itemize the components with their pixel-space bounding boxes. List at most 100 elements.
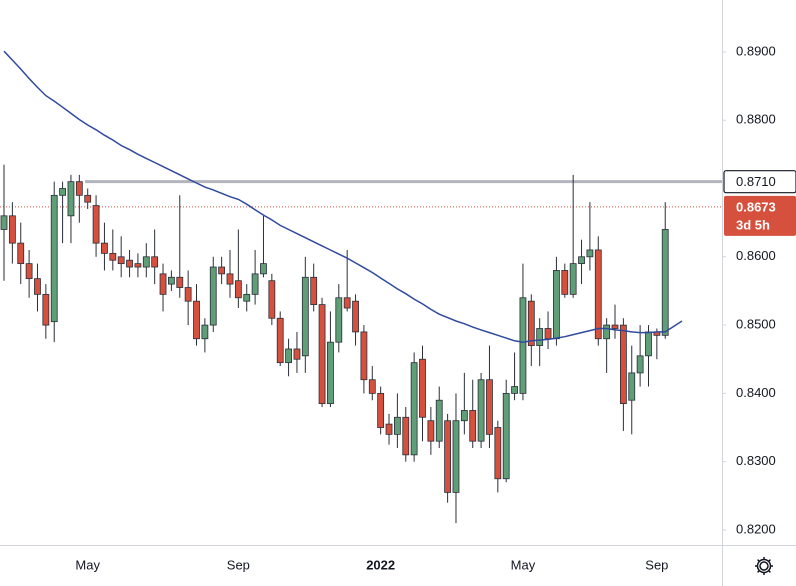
candle-body	[603, 324, 611, 340]
candle-body	[167, 276, 175, 285]
candle-body	[360, 331, 368, 381]
candle-body	[276, 317, 284, 364]
candle-body	[218, 266, 226, 275]
candle-body	[301, 276, 309, 357]
y-tick-label: 0.8600	[736, 248, 776, 263]
countdown-label: 3d 5h	[736, 217, 770, 232]
candle-body	[42, 293, 50, 326]
x-tick-label: Sep	[227, 557, 250, 572]
last-price-label: 0.8673	[736, 199, 776, 214]
candle-body	[628, 372, 636, 401]
candle-body	[619, 324, 627, 405]
candle-body	[435, 399, 443, 442]
candle-body	[50, 194, 58, 323]
candle-body	[460, 410, 468, 422]
candle-body	[84, 194, 92, 203]
candle-body	[34, 278, 41, 295]
x-tick-label: 2022	[366, 557, 395, 572]
candle-body	[402, 416, 410, 456]
candle-body	[101, 242, 108, 254]
candle-body	[184, 287, 192, 302]
settings-icon-ring	[756, 558, 772, 574]
candle-body	[343, 297, 351, 309]
candle-body	[285, 348, 292, 364]
y-tick-label: 0.8500	[736, 317, 776, 332]
candle-body	[25, 263, 33, 280]
level-label-box	[723, 170, 796, 194]
y-tick-label: 0.8300	[736, 453, 776, 468]
candle-body	[393, 416, 401, 435]
candle-body	[201, 324, 209, 340]
y-tick-label: 0.8800	[736, 112, 776, 127]
candle-body	[268, 280, 276, 319]
candle-body	[75, 181, 83, 196]
x-tick-label: May	[75, 557, 100, 572]
candle-body	[553, 270, 560, 340]
candle-body	[594, 249, 602, 340]
candle-body	[251, 273, 259, 295]
candle-body	[17, 242, 25, 265]
candle-body	[126, 259, 133, 268]
candle-body	[368, 379, 376, 394]
candle-body	[243, 293, 251, 302]
candle-body	[142, 256, 150, 268]
candle-body	[569, 263, 577, 295]
candle-body	[645, 331, 652, 357]
x-tick-label: Sep	[645, 557, 668, 572]
candle-body	[636, 355, 644, 374]
candle-body	[377, 392, 385, 428]
candle-body	[117, 256, 125, 265]
level-label: 0.8710	[736, 174, 776, 189]
y-tick-label: 0.8900	[736, 43, 776, 58]
candle-body	[260, 263, 267, 275]
candle-body	[159, 273, 167, 295]
candle-body	[536, 328, 544, 346]
candle-body	[661, 229, 669, 336]
candle-body	[293, 348, 301, 360]
candle-body	[578, 256, 585, 265]
candle-body	[486, 379, 493, 435]
candle-body	[352, 300, 359, 333]
y-tick-label: 0.8400	[736, 385, 776, 400]
candle-body	[494, 427, 502, 480]
candle-body	[477, 379, 485, 442]
candle-body	[519, 297, 527, 394]
x-tick-label: May	[511, 557, 536, 572]
candle-body	[109, 252, 117, 261]
settings-icon[interactable]	[755, 557, 773, 575]
candle-body	[67, 181, 75, 217]
candle-body	[335, 297, 343, 343]
candle-body	[234, 280, 242, 299]
candle-body	[193, 300, 200, 340]
settings-icon-hub	[759, 561, 769, 571]
candle-body	[586, 249, 594, 258]
candle-body	[502, 392, 510, 480]
settings-icon-teeth	[755, 557, 773, 575]
y-tick-label: 0.8200	[736, 521, 776, 536]
candle-body	[134, 263, 142, 268]
candle-body	[8, 215, 16, 244]
candle-body	[452, 420, 460, 493]
candle-body	[427, 420, 435, 442]
candle-body	[611, 324, 619, 329]
candle-body	[209, 266, 217, 326]
candle-body	[59, 188, 66, 196]
candle-body	[385, 423, 393, 435]
candle-body	[0, 215, 8, 230]
candle-body	[561, 270, 569, 295]
candle-body	[544, 328, 552, 340]
candle-body	[410, 362, 418, 456]
candle-body	[327, 341, 334, 405]
candle-body	[226, 273, 234, 285]
candle-body	[151, 256, 159, 268]
candle-body	[511, 386, 518, 394]
candle-body	[310, 276, 318, 305]
candle-body	[419, 358, 426, 418]
candle-body	[444, 420, 452, 493]
candle-body	[318, 304, 326, 405]
last-price-box	[724, 195, 796, 236]
candle-body	[176, 276, 184, 288]
candle-body	[527, 300, 535, 346]
